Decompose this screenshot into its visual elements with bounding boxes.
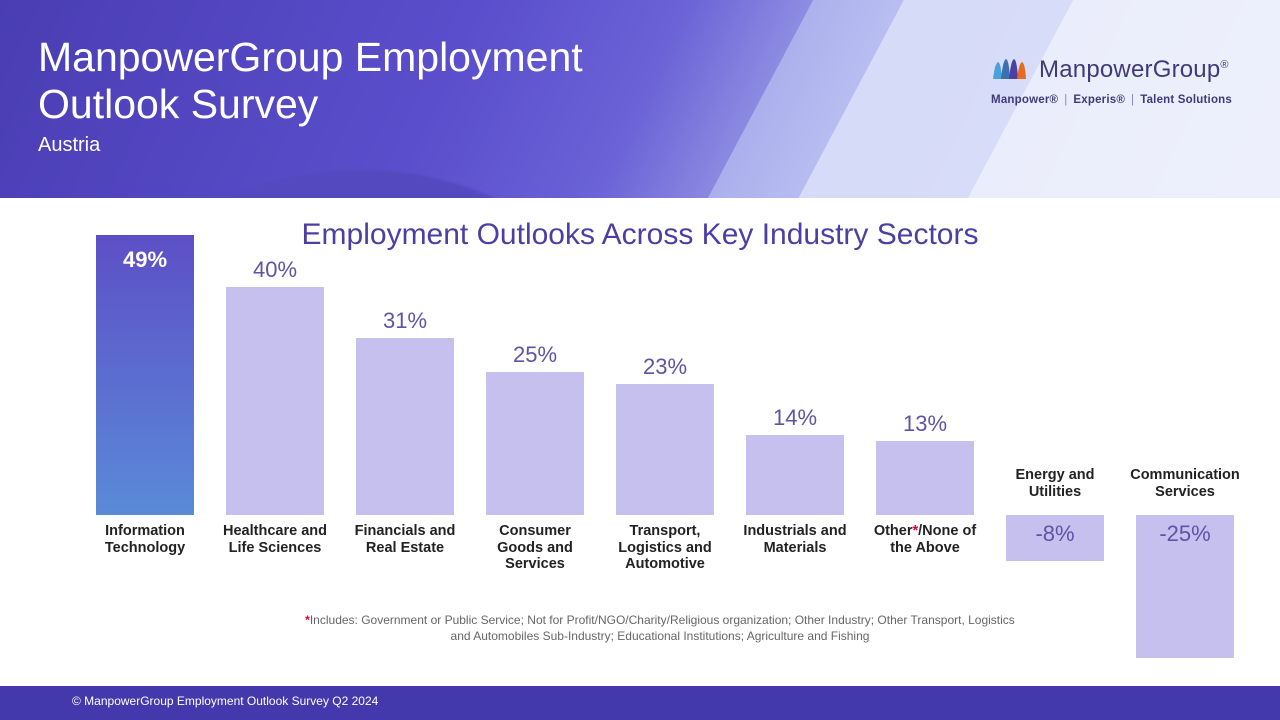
bar: [616, 384, 714, 515]
bar-slot: 23%Transport, Logistics and Automotive: [610, 235, 720, 665]
bar: [486, 372, 584, 515]
bar-value-label: 40%: [220, 257, 330, 283]
bar-value-label: -25%: [1130, 521, 1240, 547]
bar-category-label: Financials and Real Estate: [345, 523, 465, 556]
bar-value-label: 31%: [350, 308, 460, 334]
title-line-1: ManpowerGroup Employment: [38, 34, 583, 81]
bar-category-label: Healthcare and Life Sciences: [215, 523, 335, 556]
footnote: *Includes: Government or Public Service;…: [300, 612, 1020, 644]
title-block: ManpowerGroup Employment Outlook Survey …: [38, 34, 583, 157]
header-band: ManpowerGroup Employment Outlook Survey …: [0, 0, 1280, 198]
bar-value-label: 13%: [870, 411, 980, 437]
bar-value-label: 23%: [610, 354, 720, 380]
bar-category-label: Consumer Goods and Services: [475, 523, 595, 573]
bar-chart: 49%Information Technology40%Healthcare a…: [90, 235, 1230, 665]
logo-subbrands: Manpower® | Experis® | Talent Solutions: [991, 94, 1232, 106]
footer-text: © ManpowerGroup Employment Outlook Surve…: [72, 694, 378, 708]
bar-category-label: Transport, Logistics and Automotive: [605, 523, 725, 573]
bar-slot: 31%Financials and Real Estate: [350, 235, 460, 665]
brand-logo: ManpowerGroup® Manpower® | Experis® | Ta…: [991, 56, 1232, 106]
bar-slot: 40%Healthcare and Life Sciences: [220, 235, 330, 665]
logo-mark-icon: [991, 57, 1029, 83]
bar-category-label: Industrials and Materials: [735, 523, 855, 556]
bar-slot: -8%Energy and Utilities: [1000, 235, 1110, 665]
footnote-text: Includes: Government or Public Service; …: [310, 613, 1015, 643]
footer-bar: © ManpowerGroup Employment Outlook Surve…: [0, 686, 1280, 720]
bar-value-label: -8%: [1000, 521, 1110, 547]
bar-value-label: 49%: [90, 247, 200, 273]
logo-wordmark: ManpowerGroup®: [1039, 56, 1229, 84]
bar: [226, 287, 324, 515]
bar-category-label: Information Technology: [85, 523, 205, 556]
subtitle: Austria: [38, 134, 583, 157]
title-line-2: Outlook Survey: [38, 81, 583, 128]
bar: [746, 435, 844, 515]
bar-slot: -25%Communication Services: [1130, 235, 1240, 665]
bar-value-label: 25%: [480, 342, 590, 368]
bar: [876, 441, 974, 515]
slide: ManpowerGroup Employment Outlook Survey …: [0, 0, 1280, 720]
bar-value-label: 14%: [740, 405, 850, 431]
bar-slot: 25%Consumer Goods and Services: [480, 235, 590, 665]
bar: [356, 338, 454, 515]
bar: [96, 235, 194, 515]
bar-slot: 14%Industrials and Materials: [740, 235, 850, 665]
bar-slot: 49%Information Technology: [90, 235, 200, 665]
bar-category-label: Other*/None of the Above: [865, 523, 985, 556]
bar-category-label: Communication Services: [1125, 467, 1245, 500]
bar-slot: 13%Other*/None of the Above: [870, 235, 980, 665]
bar-category-label: Energy and Utilities: [995, 467, 1115, 500]
